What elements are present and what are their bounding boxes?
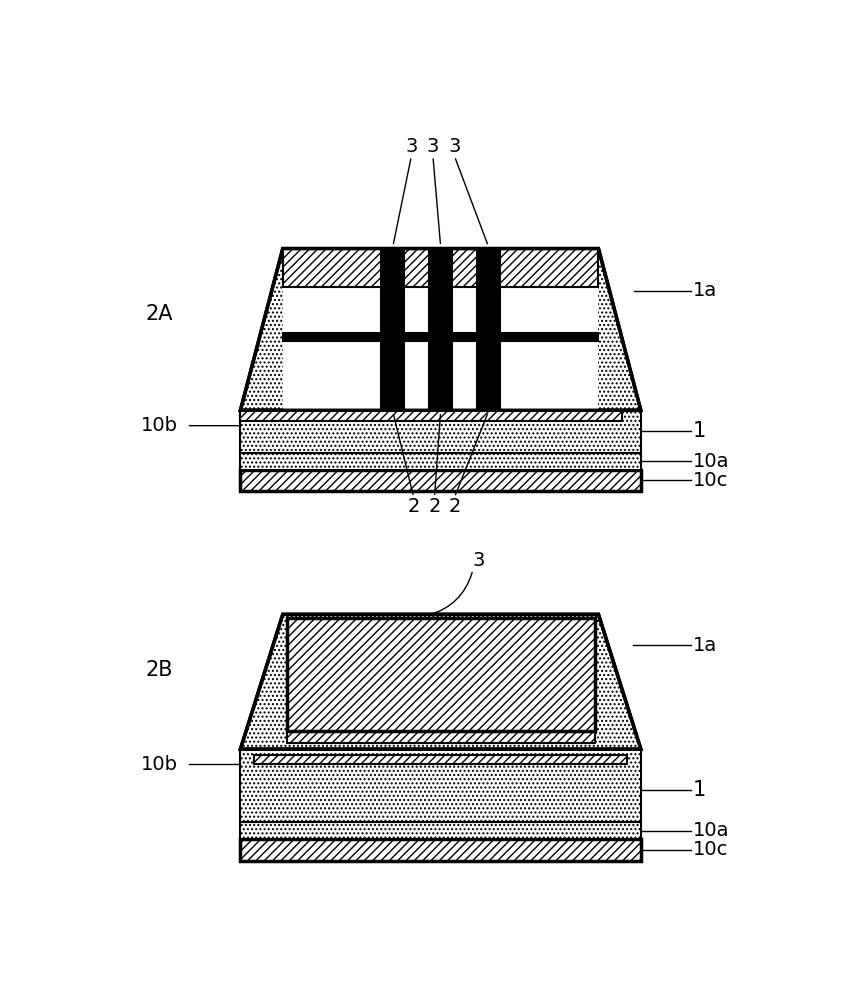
Text: 1: 1 [693, 780, 706, 800]
Text: 2: 2 [448, 497, 460, 516]
Bar [241, 410, 641, 453]
Text: 10a: 10a [693, 452, 729, 471]
Text: 10b: 10b [141, 416, 178, 435]
Text: 2B: 2B [146, 660, 174, 680]
Bar [241, 410, 622, 421]
Bar [241, 822, 641, 839]
Text: 1: 1 [693, 421, 706, 441]
Bar [283, 341, 381, 410]
Text: 3: 3 [427, 137, 439, 156]
Bar [405, 341, 430, 410]
Text: 3: 3 [448, 137, 460, 156]
Text: 1a: 1a [693, 636, 717, 655]
Bar [241, 453, 641, 470]
Polygon shape [241, 249, 641, 410]
Polygon shape [241, 614, 641, 749]
Bar [283, 333, 599, 341]
Bar [254, 755, 627, 764]
Text: 2: 2 [407, 497, 420, 516]
Text: 1a: 1a [693, 281, 717, 300]
Bar [287, 732, 594, 743]
Text: 10b: 10b [141, 755, 178, 774]
Bar [500, 341, 599, 410]
Text: 10c: 10c [693, 840, 728, 859]
Bar [381, 249, 405, 410]
Text: 3: 3 [473, 551, 485, 570]
Bar [430, 249, 452, 410]
Bar [477, 249, 500, 410]
Text: 2A: 2A [146, 304, 174, 324]
Bar [287, 618, 594, 731]
Bar [452, 341, 477, 410]
Bar [241, 470, 641, 491]
Text: 10c: 10c [693, 471, 728, 490]
Bar [283, 249, 599, 287]
Text: 3: 3 [405, 137, 417, 156]
Text: 2: 2 [429, 497, 441, 516]
Text: 10a: 10a [693, 821, 729, 840]
Bar [241, 749, 641, 822]
Bar [241, 839, 641, 861]
Bar [283, 249, 599, 410]
